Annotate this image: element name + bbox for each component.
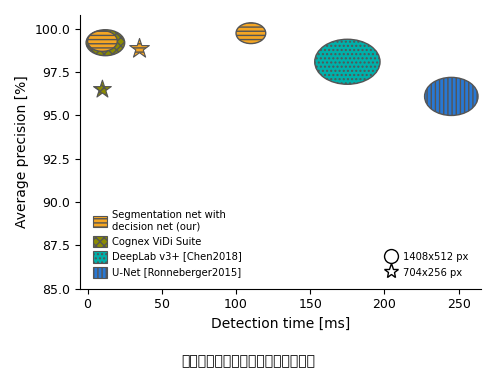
Ellipse shape [88,31,117,51]
Point [98,87,106,93]
Point [135,46,143,52]
Y-axis label: Average precision [%]: Average precision [%] [15,76,29,228]
Ellipse shape [86,30,124,56]
Ellipse shape [425,77,478,115]
Legend: 1408x512 px, 704x256 px: 1408x512 px, 704x256 px [383,251,468,278]
X-axis label: Detection time [ms]: Detection time [ms] [211,317,350,331]
Ellipse shape [315,39,380,84]
Text: 单张图片检测平均准确度及所需时间: 单张图片检测平均准确度及所需时间 [181,354,315,368]
Ellipse shape [236,23,266,44]
